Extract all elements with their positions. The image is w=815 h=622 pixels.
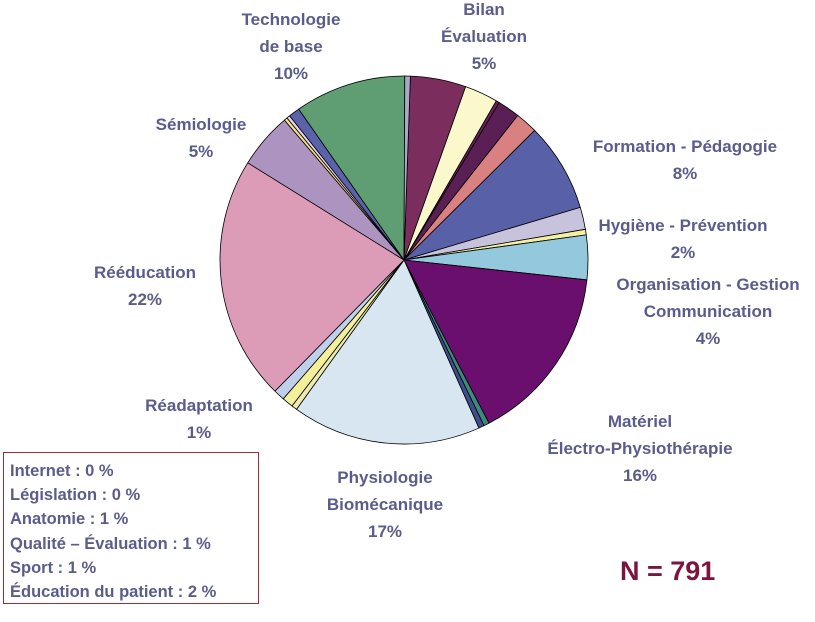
label-organisation-gestion-communication: Organisation - Gestion Communication 4% <box>616 275 799 348</box>
legend-line-internet: Internet : 0 % <box>10 462 114 480</box>
slice-materiel-electro-physiotherapie <box>403 259 588 424</box>
label-technologie-de-base: Technologie de base 10% <box>242 10 341 83</box>
legend-line-education: Éducation du patient : 2 % <box>10 583 217 602</box>
legend-line-qualite: Qualité – Évaluation : 1 % <box>10 534 211 553</box>
slice-labels: Bilan Évaluation 5% Formation - Pédagogie 8%… <box>94 0 800 541</box>
sample-size-label: N = 791 <box>620 556 716 586</box>
label-materiel-electro-physiotherapie: Matériel Électro-Physiothérapie 16% <box>547 412 732 485</box>
slice-technologie-de-base <box>298 75 406 261</box>
label-physiologie-biomecanique: Physiologie Biomécanique 17% <box>327 468 443 541</box>
label-readaptation: Réadaptation 1% <box>145 396 253 442</box>
label-reeducation: Rééducation 22% <box>94 263 196 309</box>
label-semiologie: Sémiologie 5% <box>156 115 247 161</box>
legend-line-anatomie: Anatomie : 1 % <box>10 510 129 529</box>
slice-minor-22 <box>403 75 411 261</box>
slice-reeducation <box>219 162 405 392</box>
legend-line-legislation: Législation : 0 % <box>10 486 141 505</box>
label-formation-pedagogie: Formation - Pédagogie 8% <box>593 137 777 183</box>
label-bilan-evaluation: Bilan Évaluation 5% <box>441 0 527 73</box>
pie-slices <box>219 75 589 445</box>
label-hygiene-prevention: Hygiène - Prévention 2% <box>598 216 767 262</box>
legend-line-sport: Sport : 1 % <box>10 558 97 577</box>
slice-physiologie-biomecanique <box>296 259 480 445</box>
minor-categories-box: Internet : 0 % Législation : 0 % Anatomi… <box>3 452 259 604</box>
